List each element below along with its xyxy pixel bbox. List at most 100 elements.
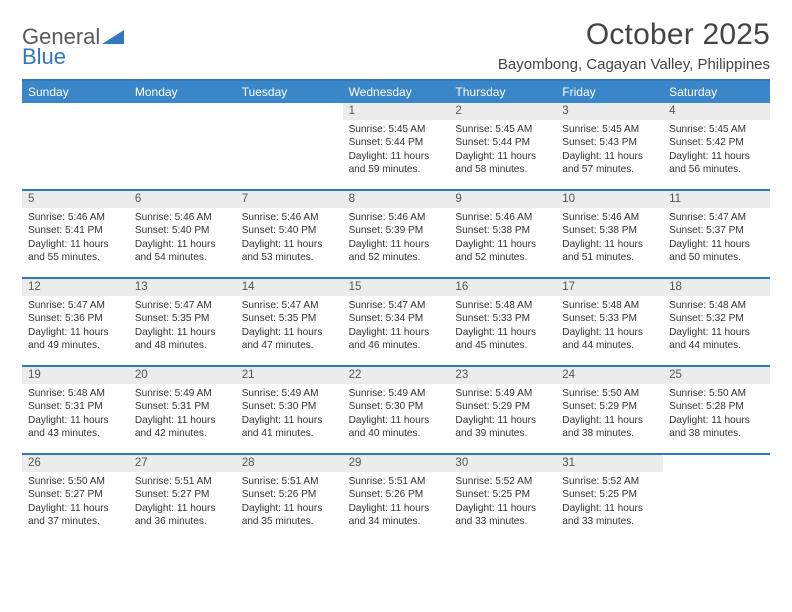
- day-number: 11: [663, 191, 770, 208]
- day-number: 17: [556, 279, 663, 296]
- day-number: [236, 103, 343, 120]
- sunset-line: Sunset: 5:39 PM: [349, 224, 444, 237]
- sunset-line: Sunset: 5:31 PM: [28, 400, 123, 413]
- sunrise-line: Sunrise: 5:46 AM: [242, 211, 337, 224]
- sunset-line: Sunset: 5:27 PM: [135, 488, 230, 501]
- dow-monday: Monday: [129, 81, 236, 103]
- day-cell: [236, 103, 343, 189]
- day-cell: 26Sunrise: 5:50 AMSunset: 5:27 PMDayligh…: [22, 455, 129, 541]
- sunrise-line: Sunrise: 5:47 AM: [349, 299, 444, 312]
- day-cell: 22Sunrise: 5:49 AMSunset: 5:30 PMDayligh…: [343, 367, 450, 453]
- sunset-line: Sunset: 5:28 PM: [669, 400, 764, 413]
- day-number: 1: [343, 103, 450, 120]
- day-cell: 19Sunrise: 5:48 AMSunset: 5:31 PMDayligh…: [22, 367, 129, 453]
- daylight-line: Daylight: 11 hours and 54 minutes.: [135, 238, 230, 265]
- day-number: 21: [236, 367, 343, 384]
- sunset-line: Sunset: 5:44 PM: [455, 136, 550, 149]
- day-info: Sunrise: 5:48 AMSunset: 5:33 PMDaylight:…: [449, 296, 556, 352]
- weeks-container: 1Sunrise: 5:45 AMSunset: 5:44 PMDaylight…: [22, 103, 770, 541]
- day-cell: 10Sunrise: 5:46 AMSunset: 5:38 PMDayligh…: [556, 191, 663, 277]
- day-cell: 20Sunrise: 5:49 AMSunset: 5:31 PMDayligh…: [129, 367, 236, 453]
- day-number: 31: [556, 455, 663, 472]
- day-info: Sunrise: 5:49 AMSunset: 5:30 PMDaylight:…: [343, 384, 450, 440]
- daylight-line: Daylight: 11 hours and 33 minutes.: [455, 502, 550, 529]
- sunset-line: Sunset: 5:35 PM: [135, 312, 230, 325]
- day-info: Sunrise: 5:46 AMSunset: 5:40 PMDaylight:…: [236, 208, 343, 264]
- sunrise-line: Sunrise: 5:46 AM: [135, 211, 230, 224]
- sunset-line: Sunset: 5:41 PM: [28, 224, 123, 237]
- day-number: 27: [129, 455, 236, 472]
- daylight-line: Daylight: 11 hours and 52 minutes.: [349, 238, 444, 265]
- daylight-line: Daylight: 11 hours and 46 minutes.: [349, 326, 444, 353]
- sunset-line: Sunset: 5:31 PM: [135, 400, 230, 413]
- sunrise-line: Sunrise: 5:48 AM: [562, 299, 657, 312]
- day-info: Sunrise: 5:50 AMSunset: 5:29 PMDaylight:…: [556, 384, 663, 440]
- sunrise-line: Sunrise: 5:50 AM: [669, 387, 764, 400]
- sunset-line: Sunset: 5:42 PM: [669, 136, 764, 149]
- day-info: Sunrise: 5:50 AMSunset: 5:27 PMDaylight:…: [22, 472, 129, 528]
- day-number: 23: [449, 367, 556, 384]
- day-number: 3: [556, 103, 663, 120]
- day-cell: 12Sunrise: 5:47 AMSunset: 5:36 PMDayligh…: [22, 279, 129, 365]
- day-cell: 17Sunrise: 5:48 AMSunset: 5:33 PMDayligh…: [556, 279, 663, 365]
- calendar: Sunday Monday Tuesday Wednesday Thursday…: [22, 79, 770, 541]
- sunset-line: Sunset: 5:33 PM: [455, 312, 550, 325]
- sunrise-line: Sunrise: 5:47 AM: [28, 299, 123, 312]
- day-number: 20: [129, 367, 236, 384]
- daylight-line: Daylight: 11 hours and 35 minutes.: [242, 502, 337, 529]
- sunset-line: Sunset: 5:25 PM: [562, 488, 657, 501]
- sunset-line: Sunset: 5:36 PM: [28, 312, 123, 325]
- sunrise-line: Sunrise: 5:46 AM: [562, 211, 657, 224]
- sunrise-line: Sunrise: 5:50 AM: [28, 475, 123, 488]
- daylight-line: Daylight: 11 hours and 40 minutes.: [349, 414, 444, 441]
- week-row: 26Sunrise: 5:50 AMSunset: 5:27 PMDayligh…: [22, 453, 770, 541]
- dow-sunday: Sunday: [22, 81, 129, 103]
- day-number: 24: [556, 367, 663, 384]
- day-info: Sunrise: 5:47 AMSunset: 5:37 PMDaylight:…: [663, 208, 770, 264]
- day-number: 26: [22, 455, 129, 472]
- day-cell: 21Sunrise: 5:49 AMSunset: 5:30 PMDayligh…: [236, 367, 343, 453]
- day-info: Sunrise: 5:46 AMSunset: 5:38 PMDaylight:…: [449, 208, 556, 264]
- day-info: Sunrise: 5:45 AMSunset: 5:44 PMDaylight:…: [343, 120, 450, 176]
- week-row: 1Sunrise: 5:45 AMSunset: 5:44 PMDaylight…: [22, 103, 770, 189]
- day-number: 4: [663, 103, 770, 120]
- dow-tuesday: Tuesday: [236, 81, 343, 103]
- day-info: Sunrise: 5:49 AMSunset: 5:29 PMDaylight:…: [449, 384, 556, 440]
- logo-triangle-icon: [102, 24, 124, 50]
- sunrise-line: Sunrise: 5:49 AM: [242, 387, 337, 400]
- day-info: Sunrise: 5:46 AMSunset: 5:41 PMDaylight:…: [22, 208, 129, 264]
- sunset-line: Sunset: 5:30 PM: [242, 400, 337, 413]
- day-info: Sunrise: 5:46 AMSunset: 5:40 PMDaylight:…: [129, 208, 236, 264]
- day-cell: 28Sunrise: 5:51 AMSunset: 5:26 PMDayligh…: [236, 455, 343, 541]
- day-cell: [22, 103, 129, 189]
- day-cell: 7Sunrise: 5:46 AMSunset: 5:40 PMDaylight…: [236, 191, 343, 277]
- day-info: Sunrise: 5:45 AMSunset: 5:44 PMDaylight:…: [449, 120, 556, 176]
- day-info: Sunrise: 5:47 AMSunset: 5:35 PMDaylight:…: [129, 296, 236, 352]
- day-number: 22: [343, 367, 450, 384]
- daylight-line: Daylight: 11 hours and 43 minutes.: [28, 414, 123, 441]
- sunrise-line: Sunrise: 5:50 AM: [562, 387, 657, 400]
- sunrise-line: Sunrise: 5:49 AM: [135, 387, 230, 400]
- day-number: 29: [343, 455, 450, 472]
- daylight-line: Daylight: 11 hours and 33 minutes.: [562, 502, 657, 529]
- sunrise-line: Sunrise: 5:45 AM: [562, 123, 657, 136]
- day-number: 14: [236, 279, 343, 296]
- sunrise-line: Sunrise: 5:47 AM: [135, 299, 230, 312]
- daylight-line: Daylight: 11 hours and 45 minutes.: [455, 326, 550, 353]
- calendar-page: General October 2025 Bayombong, Cagayan …: [0, 0, 792, 559]
- sunset-line: Sunset: 5:29 PM: [455, 400, 550, 413]
- sunrise-line: Sunrise: 5:49 AM: [349, 387, 444, 400]
- day-cell: 14Sunrise: 5:47 AMSunset: 5:35 PMDayligh…: [236, 279, 343, 365]
- sunrise-line: Sunrise: 5:45 AM: [669, 123, 764, 136]
- day-number: 5: [22, 191, 129, 208]
- daylight-line: Daylight: 11 hours and 44 minutes.: [669, 326, 764, 353]
- day-number: 2: [449, 103, 556, 120]
- sunset-line: Sunset: 5:32 PM: [669, 312, 764, 325]
- day-info: Sunrise: 5:52 AMSunset: 5:25 PMDaylight:…: [449, 472, 556, 528]
- sunset-line: Sunset: 5:27 PM: [28, 488, 123, 501]
- day-cell: 11Sunrise: 5:47 AMSunset: 5:37 PMDayligh…: [663, 191, 770, 277]
- sunrise-line: Sunrise: 5:46 AM: [349, 211, 444, 224]
- daylight-line: Daylight: 11 hours and 57 minutes.: [562, 150, 657, 177]
- location: Bayombong, Cagayan Valley, Philippines: [498, 56, 770, 73]
- day-number: 25: [663, 367, 770, 384]
